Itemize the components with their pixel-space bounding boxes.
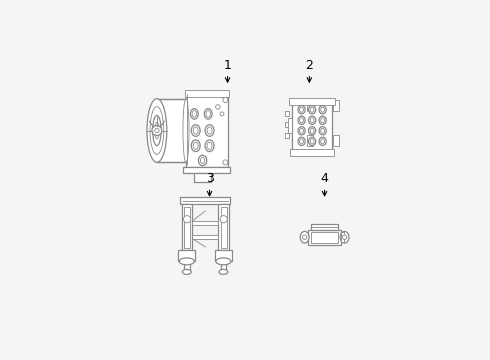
Ellipse shape [300, 139, 303, 144]
Ellipse shape [319, 137, 326, 145]
Bar [288, 118, 292, 133]
Text: 3: 3 [206, 172, 214, 185]
Ellipse shape [153, 115, 161, 146]
Bar [341, 233, 344, 242]
Ellipse shape [320, 118, 324, 123]
Ellipse shape [191, 125, 200, 136]
Ellipse shape [198, 155, 207, 166]
Bar [285, 133, 289, 138]
Circle shape [183, 216, 191, 223]
Text: 2: 2 [305, 59, 313, 72]
Ellipse shape [310, 107, 314, 112]
Ellipse shape [300, 118, 303, 123]
Bar [289, 98, 335, 105]
Ellipse shape [310, 128, 314, 133]
Ellipse shape [204, 109, 212, 119]
Bar [220, 207, 227, 248]
Bar [195, 174, 211, 182]
Bar [215, 250, 232, 261]
Ellipse shape [309, 127, 316, 135]
Circle shape [223, 98, 228, 103]
Ellipse shape [193, 142, 198, 149]
Circle shape [223, 160, 228, 165]
Bar [333, 100, 339, 111]
Ellipse shape [309, 105, 316, 114]
Ellipse shape [300, 128, 303, 133]
Circle shape [220, 216, 227, 223]
Bar [311, 233, 339, 243]
Bar [182, 204, 193, 250]
Bar [333, 135, 339, 146]
Bar [157, 99, 186, 162]
Ellipse shape [205, 140, 214, 152]
Ellipse shape [320, 107, 324, 112]
Bar [184, 261, 190, 272]
Ellipse shape [298, 127, 305, 135]
Bar [307, 100, 314, 111]
Ellipse shape [319, 105, 326, 114]
Ellipse shape [300, 231, 309, 243]
Ellipse shape [310, 118, 314, 123]
Ellipse shape [191, 140, 200, 152]
Circle shape [220, 112, 224, 116]
Ellipse shape [298, 116, 305, 125]
Ellipse shape [182, 269, 191, 274]
Ellipse shape [300, 107, 303, 112]
Ellipse shape [340, 231, 349, 243]
Ellipse shape [192, 111, 196, 117]
Ellipse shape [191, 109, 198, 119]
Ellipse shape [298, 137, 305, 145]
Bar [178, 250, 195, 261]
Circle shape [343, 235, 347, 239]
Ellipse shape [193, 127, 198, 134]
Bar [193, 235, 219, 239]
Ellipse shape [154, 122, 159, 139]
Ellipse shape [320, 139, 324, 144]
Bar [285, 122, 289, 127]
Circle shape [302, 235, 307, 239]
Ellipse shape [219, 269, 228, 274]
Bar [308, 230, 341, 245]
Bar [292, 102, 332, 150]
Ellipse shape [319, 127, 326, 135]
Bar [193, 221, 219, 225]
Bar [183, 167, 230, 174]
Ellipse shape [309, 116, 316, 125]
Ellipse shape [147, 99, 167, 162]
Circle shape [152, 126, 162, 135]
Ellipse shape [200, 157, 205, 163]
Bar [219, 204, 229, 250]
Ellipse shape [310, 139, 314, 144]
Ellipse shape [319, 116, 326, 125]
Bar [307, 135, 314, 146]
Ellipse shape [206, 111, 210, 117]
Ellipse shape [207, 142, 212, 149]
Bar [184, 207, 190, 248]
Text: 4: 4 [320, 172, 328, 185]
Ellipse shape [298, 105, 305, 114]
Circle shape [216, 105, 220, 109]
Bar [185, 90, 229, 97]
Ellipse shape [309, 137, 316, 145]
Ellipse shape [205, 125, 214, 136]
Ellipse shape [179, 258, 195, 265]
Bar [290, 149, 334, 156]
Bar [180, 197, 230, 204]
Ellipse shape [183, 99, 189, 162]
Bar [285, 111, 289, 116]
Text: 1: 1 [223, 59, 231, 72]
Ellipse shape [216, 258, 231, 265]
Bar [311, 224, 339, 230]
Ellipse shape [150, 107, 164, 154]
Circle shape [155, 128, 159, 133]
Bar [220, 261, 226, 272]
Bar [186, 92, 227, 167]
Ellipse shape [207, 127, 212, 134]
Ellipse shape [320, 128, 324, 133]
